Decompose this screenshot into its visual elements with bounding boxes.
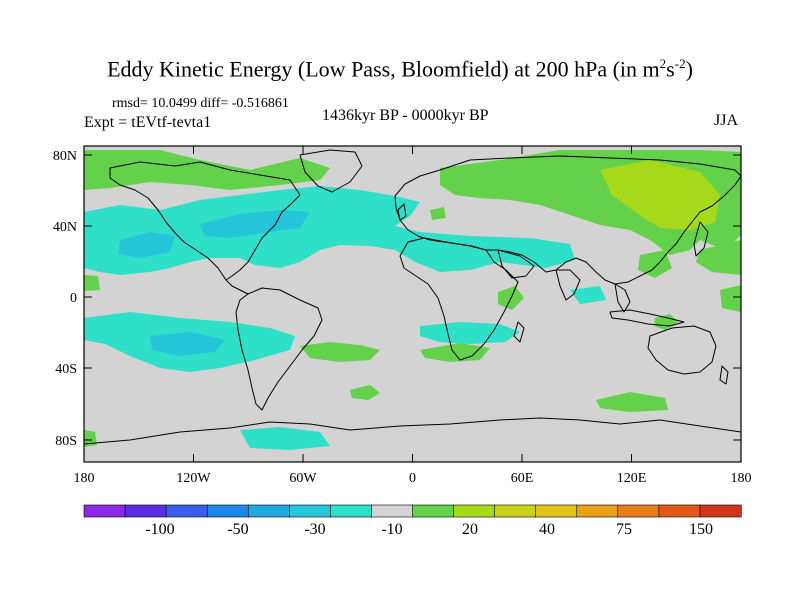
- anomaly-europe-spot: [430, 207, 446, 220]
- coast-indonesia: [609, 309, 685, 327]
- anomaly-southern-ocean: [596, 392, 668, 412]
- colorbar-label-40: 40: [539, 521, 555, 538]
- coast-greenland: [299, 149, 363, 193]
- anomaly-south-pacific: [350, 385, 380, 400]
- colorbar-swatch: [371, 504, 414, 518]
- lat-tick-marks: [84, 154, 741, 441]
- colorbar-swatch: [289, 504, 331, 518]
- lat-tick-80s: 80S: [55, 434, 77, 449]
- anomaly-south-africa: [420, 343, 490, 362]
- map-title: Eddy Kinetic Energy (Low Pass, Bloomfiel…: [107, 56, 693, 82]
- colorbar-label-minus100: -100: [145, 521, 174, 538]
- anomaly-tropical-atlantic: [84, 275, 100, 291]
- anomaly-eastern-tropics: [720, 285, 741, 312]
- lon-tick-180w: 180: [74, 471, 95, 486]
- colorbar-swatch: [247, 504, 290, 518]
- colorbar-labels: -100 -50 -30 -10 20 40 75 150: [145, 521, 713, 538]
- colorbar-swatch: [165, 504, 208, 518]
- coast-new-zealand: [719, 365, 729, 385]
- colorbar-swatch: [535, 504, 578, 518]
- period-label: 1436kyr BP - 0000kyr BP: [322, 107, 489, 124]
- coast-africa: [399, 237, 519, 361]
- colorbar-label-minus10: -10: [381, 521, 402, 538]
- colorbar-label-150: 150: [689, 521, 713, 538]
- anomaly-south-pacific-core: [150, 332, 225, 356]
- anomaly-south-pacific-small: [570, 286, 606, 304]
- lat-tick-40s: 40S: [55, 362, 77, 377]
- colorbar-swatch: [658, 504, 701, 518]
- lon-tick-marks: [83, 146, 742, 462]
- coast-antarctica: [84, 417, 741, 445]
- lat-tick-0: 0: [70, 291, 77, 306]
- colorbar-swatch: [576, 504, 619, 518]
- coast-australia: [647, 325, 717, 375]
- coast-japan: [693, 221, 709, 257]
- lat-tick-80n: 80N: [53, 149, 77, 164]
- colorbar-label-75: 75: [616, 521, 632, 538]
- coast-arabia: [497, 249, 535, 279]
- anomaly-arctic-north-america: [84, 150, 330, 190]
- colorbar-swatch: [494, 504, 537, 518]
- map-field: [84, 146, 741, 462]
- colorbar: [83, 504, 742, 518]
- experiment-label: Expt = tEVtf-tevta1: [84, 114, 212, 131]
- lon-tick-60w: 60W: [289, 471, 317, 486]
- coast-madagascar: [513, 321, 525, 343]
- colorbar-swatch: [124, 504, 167, 518]
- lon-tick-120e: 120E: [617, 471, 647, 486]
- stats-label: rmsd= 10.0499 diff= -0.516861: [112, 96, 289, 111]
- anomaly-pacific-core: [118, 232, 175, 258]
- coast-north-america: [109, 161, 301, 281]
- anomaly-antarctic-coast: [84, 430, 97, 447]
- anomaly-north-atlantic-core: [200, 210, 310, 238]
- colorbar-swatch: [83, 504, 126, 518]
- anomaly-south-atlantic: [300, 342, 380, 362]
- lon-tick-180e: 180: [731, 471, 752, 486]
- coast-south-america: [235, 287, 323, 411]
- colorbar-swatch: [412, 504, 455, 518]
- colorbar-label-20: 20: [462, 521, 478, 538]
- lon-tick-0: 0: [409, 471, 416, 486]
- colorbar-swatch: [617, 504, 660, 518]
- colorbar-swatch: [699, 504, 742, 518]
- coast-india: [555, 269, 581, 301]
- season-label: JJA: [714, 112, 739, 129]
- colorbar-swatch: [453, 504, 496, 518]
- coast-southeast-asia: [614, 283, 631, 313]
- colorbar-label-minus30: -30: [304, 521, 325, 538]
- lat-tick-40n: 40N: [53, 220, 77, 235]
- colorbar-swatch: [330, 504, 373, 518]
- anomaly-north-pacific-east: [696, 240, 741, 275]
- anomaly-indian-ocean: [654, 314, 678, 330]
- lon-tick-120w: 120W: [176, 471, 211, 486]
- coast-britain: [397, 203, 407, 221]
- lon-tick-60e: 60E: [511, 471, 534, 486]
- coastlines: [84, 149, 741, 445]
- coast-central-america: [225, 279, 249, 295]
- colorbar-swatch: [206, 504, 249, 518]
- colorbar-label-minus50: -50: [227, 521, 248, 538]
- anomaly-north-atlantic: [84, 186, 575, 275]
- anomaly-antarctic: [240, 427, 330, 450]
- anomaly-siberia-core: [600, 160, 720, 230]
